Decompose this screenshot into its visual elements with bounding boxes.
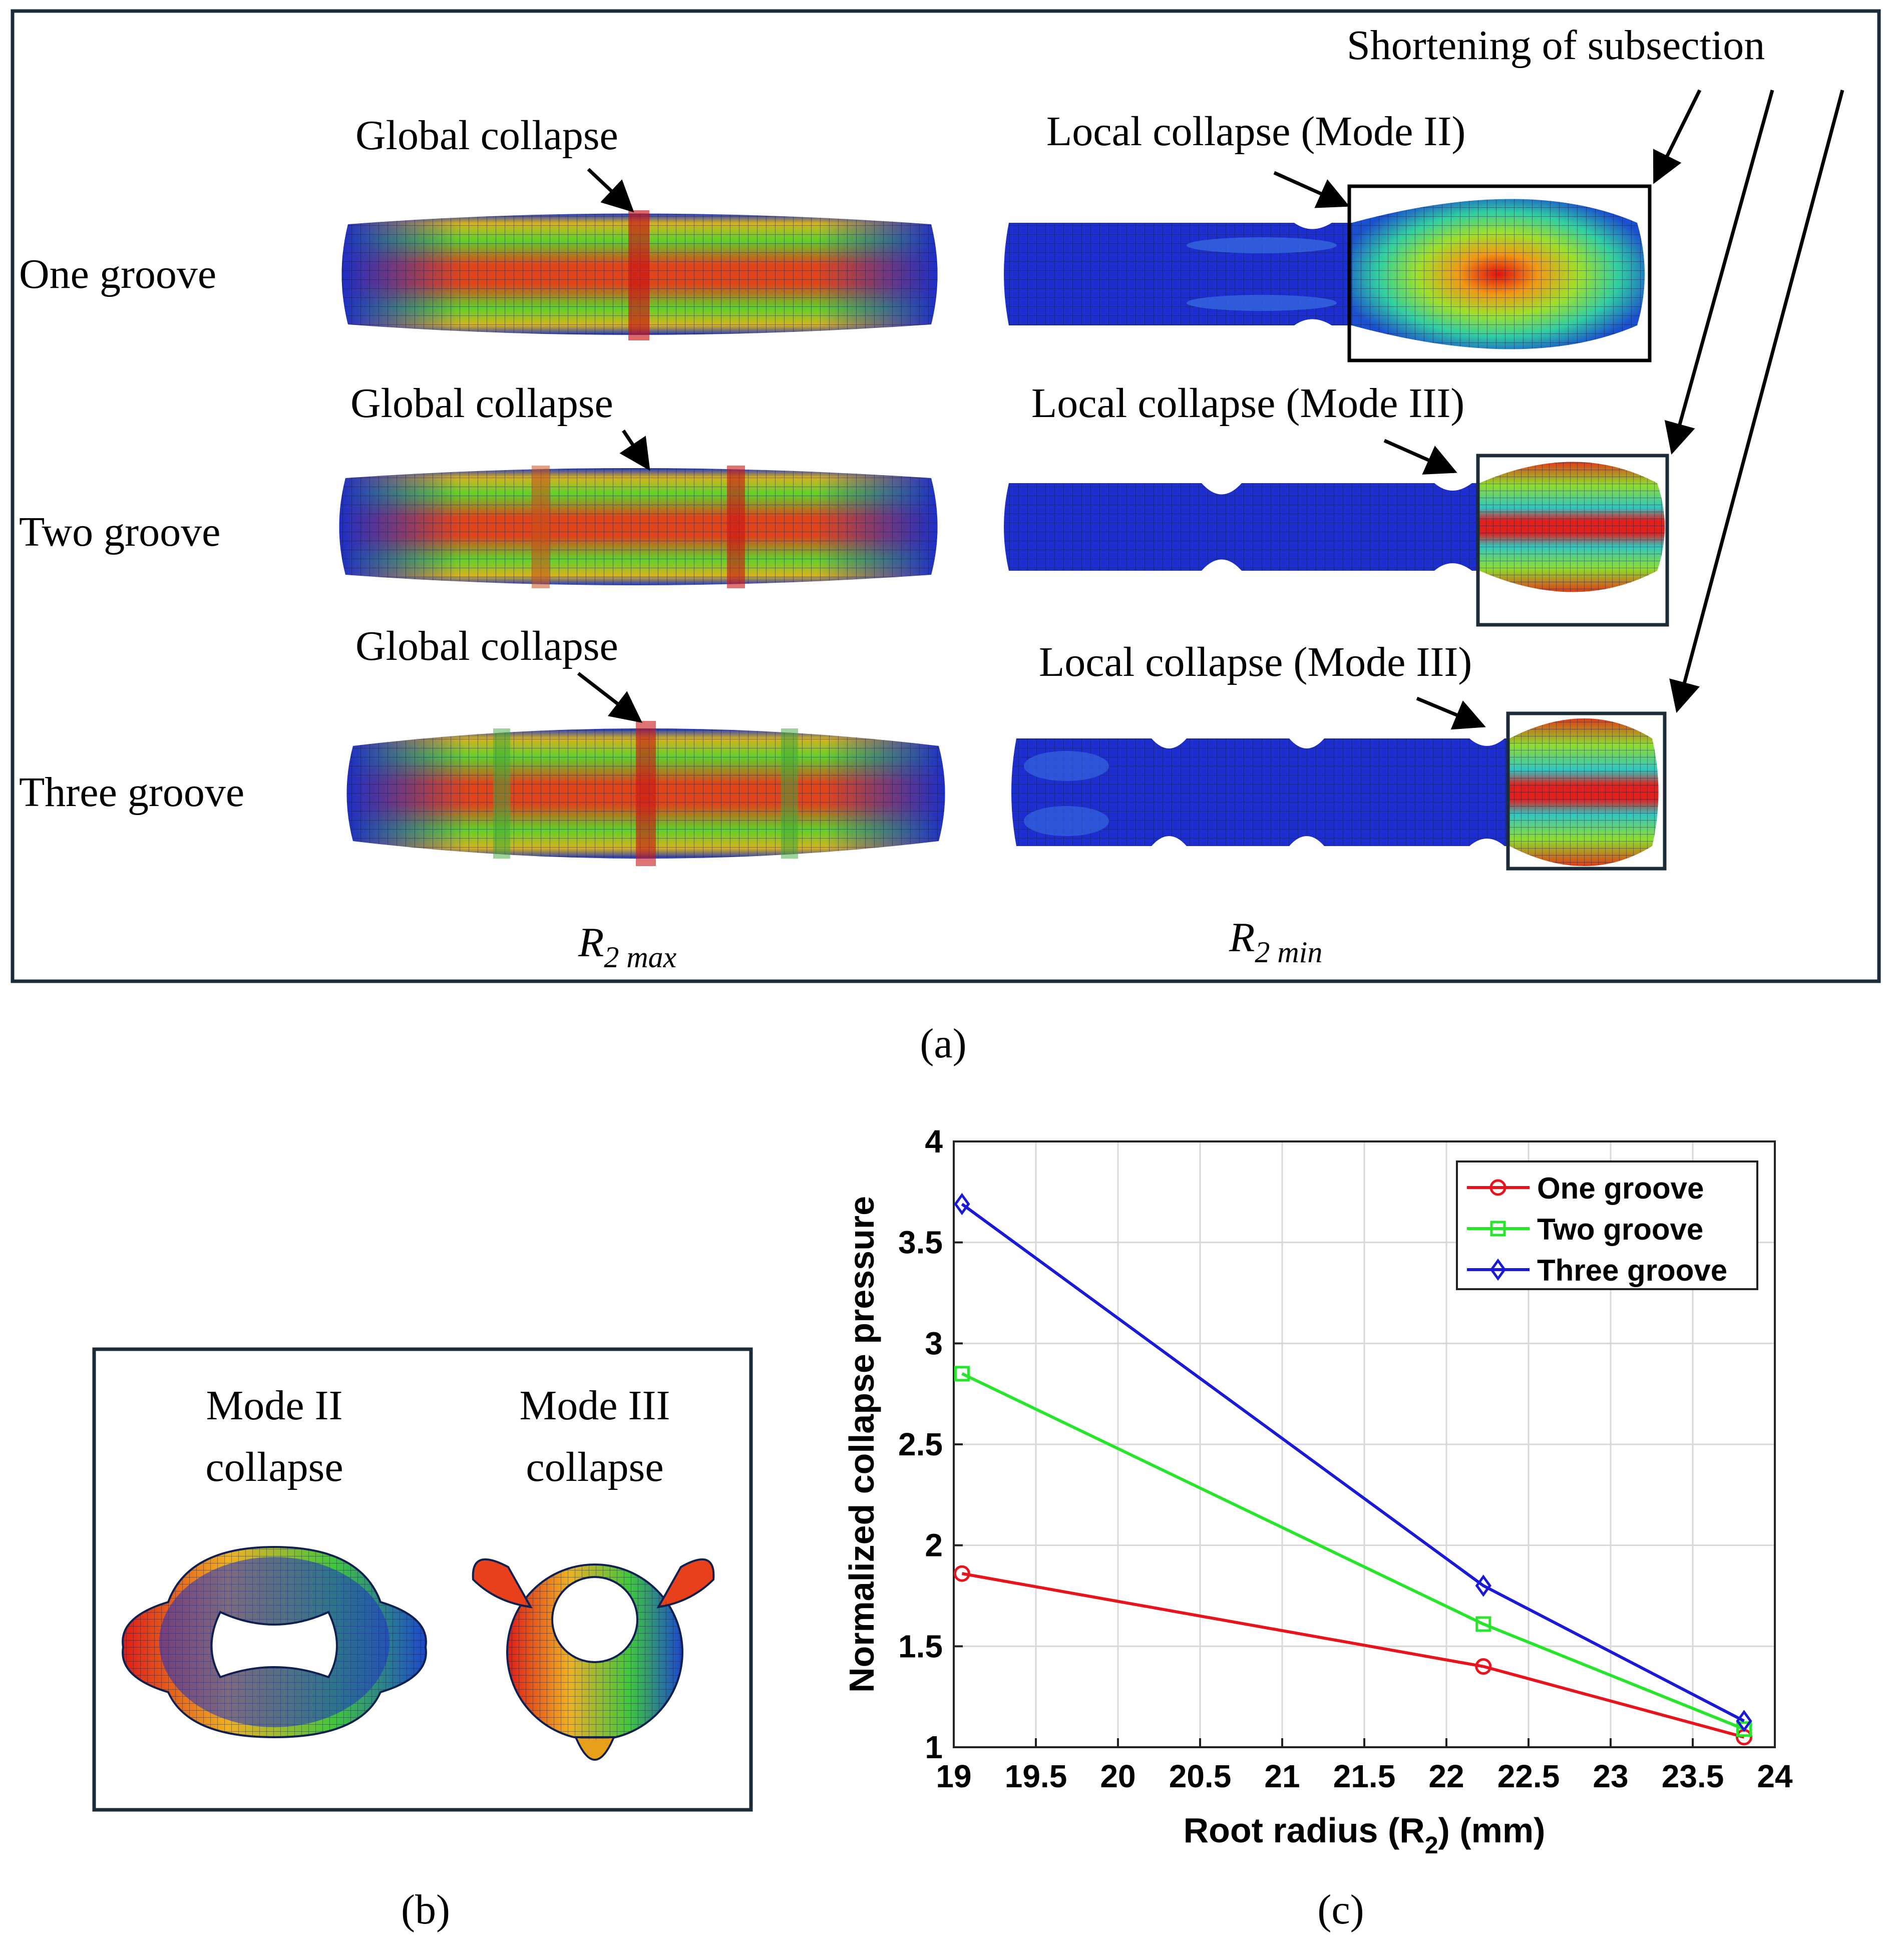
y-tick-label-2: 2 bbox=[925, 1527, 943, 1563]
mode3-cross-section bbox=[472, 1558, 715, 1761]
row-label-three-groove: Three groove bbox=[19, 769, 244, 816]
mode2-label-line2: collapse bbox=[205, 1444, 343, 1490]
subsection-box-2 bbox=[1476, 454, 1669, 627]
legend-label-2: Three groove bbox=[1537, 1254, 1727, 1287]
mode3-label-line2: collapse bbox=[526, 1444, 663, 1490]
x-tick-label-4: 21 bbox=[1264, 1758, 1300, 1794]
row-label-one-groove: One groove bbox=[19, 251, 216, 297]
row-label-two-groove: Two groove bbox=[19, 509, 220, 555]
arrow-shortening-1 bbox=[1653, 89, 1702, 184]
tube-local-three-groove bbox=[1011, 718, 1659, 866]
x-tick-label-0: 19 bbox=[936, 1758, 971, 1794]
column-label-r2min: R2 min bbox=[1229, 914, 1322, 969]
mode2-cross-section bbox=[122, 1545, 427, 1739]
panel-a-frame bbox=[11, 9, 1881, 983]
y-tick-label-4: 3 bbox=[925, 1325, 943, 1361]
caption-b: (b) bbox=[401, 1886, 450, 1933]
shortening-label: Shortening of subsection bbox=[1347, 22, 1765, 69]
arrow-local-1 bbox=[1273, 171, 1350, 208]
x-tick-label-1: 19.5 bbox=[1005, 1758, 1067, 1794]
x-tick-label-9: 23.5 bbox=[1662, 1758, 1724, 1794]
y-tick-label-0: 1 bbox=[925, 1729, 943, 1765]
tube-global-two-groove bbox=[339, 466, 938, 588]
series-0-point-1 bbox=[1475, 1658, 1492, 1675]
arrow-shortening-2 bbox=[1664, 90, 1774, 455]
global-collapse-label-2: Global collapse bbox=[350, 380, 613, 427]
series-1-point-0 bbox=[954, 1366, 970, 1382]
legend-marker-1 bbox=[1490, 1221, 1506, 1237]
subsection-box-1 bbox=[1347, 184, 1652, 362]
x-tick-label-2: 20 bbox=[1100, 1758, 1136, 1794]
local-collapse-label-1: Local collapse (Mode II) bbox=[1046, 108, 1465, 155]
series-0-point-0 bbox=[953, 1565, 970, 1582]
legend-marker-0 bbox=[1489, 1179, 1506, 1196]
global-collapse-label-3: Global collapse bbox=[355, 623, 618, 669]
series-line-2 bbox=[961, 1203, 1745, 1723]
legend-box bbox=[1456, 1160, 1758, 1290]
legend-label-0: One groove bbox=[1537, 1171, 1704, 1205]
tube-local-one-groove bbox=[1004, 199, 1645, 349]
panel-b-frame bbox=[92, 1347, 753, 1812]
x-tick-label-6: 22 bbox=[1428, 1758, 1464, 1794]
y-tick-label-6: 4 bbox=[925, 1123, 943, 1159]
mode2-label-line1: Mode II bbox=[206, 1382, 343, 1429]
series-1-point-1 bbox=[1475, 1616, 1491, 1632]
tube-local-two-groove bbox=[1004, 462, 1665, 592]
y-axis-label: Normalized collapse pressure bbox=[842, 1196, 881, 1693]
series-2-point-1 bbox=[1475, 1575, 1491, 1597]
column-label-r2max: R2 max bbox=[578, 919, 677, 974]
series-line-1 bbox=[961, 1372, 1745, 1731]
local-collapse-label-2: Local collapse (Mode III) bbox=[1031, 380, 1464, 427]
x-axis-label: Root radius (R2) (mm) bbox=[1184, 1811, 1546, 1859]
y-tick-label-3: 2.5 bbox=[898, 1426, 943, 1462]
x-tick-label-5: 21.5 bbox=[1333, 1758, 1396, 1794]
legend-label-1: Two groove bbox=[1537, 1213, 1703, 1246]
tube-global-one-groove bbox=[341, 210, 938, 340]
arrow-global-1 bbox=[587, 168, 634, 213]
y-tick-label-1: 1.5 bbox=[898, 1628, 943, 1664]
x-tick-label-10: 24 bbox=[1757, 1758, 1793, 1794]
local-collapse-label-3: Local collapse (Mode III) bbox=[1039, 639, 1472, 685]
collapse-pressure-chart: 19 19.5 20 20.5 21 21.5 22 22.5 23 23.5 2411.522.5… bbox=[842, 1123, 1793, 1859]
x-tick-label-3: 20.5 bbox=[1169, 1758, 1232, 1794]
arrow-local-3 bbox=[1416, 696, 1486, 730]
caption-c: (c) bbox=[1317, 1886, 1364, 1933]
y-tick-label-5: 3.5 bbox=[898, 1225, 943, 1261]
tube-global-three-groove bbox=[346, 721, 945, 866]
series-line-0 bbox=[961, 1572, 1745, 1739]
caption-a: (a) bbox=[920, 1020, 966, 1067]
arrow-shortening-3 bbox=[1669, 90, 1844, 713]
series-2-point-2 bbox=[1736, 1710, 1752, 1732]
arrow-global-2 bbox=[619, 430, 650, 471]
mode3-label-line1: Mode III bbox=[520, 1382, 670, 1429]
arrow-global-3 bbox=[577, 672, 642, 723]
series-2-point-0 bbox=[954, 1193, 970, 1216]
arrow-local-2 bbox=[1383, 439, 1457, 475]
x-tick-label-8: 23 bbox=[1593, 1758, 1628, 1794]
series-1-point-2 bbox=[1736, 1721, 1752, 1737]
subsection-box-3 bbox=[1506, 711, 1667, 871]
legend-marker-2 bbox=[1489, 1258, 1506, 1281]
x-tick-label-7: 22.5 bbox=[1497, 1758, 1560, 1794]
global-collapse-label-1: Global collapse bbox=[355, 112, 618, 159]
